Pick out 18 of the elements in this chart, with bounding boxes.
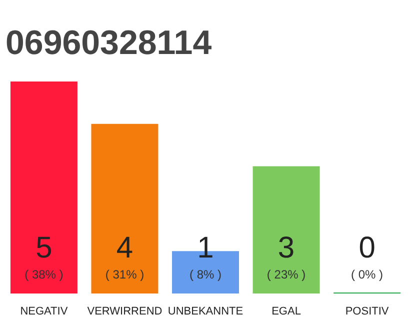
- annotation: ( 8% ): [190, 267, 222, 282]
- x-tick-label: NEGATIV: [20, 306, 68, 318]
- x-tick-label: UNBEKANNTE: [168, 306, 244, 318]
- chart-title: 06960328114: [6, 24, 212, 62]
- annotation: ( 23% ): [266, 267, 306, 282]
- x-tick-label: VERWIRREND: [87, 306, 162, 318]
- data-label: 3: [278, 231, 295, 264]
- data-label: 4: [116, 231, 134, 264]
- data-label: 5: [36, 231, 52, 264]
- bar: [252, 166, 320, 294]
- bar: [91, 124, 158, 294]
- x-tick-label: POSITIV: [345, 306, 390, 318]
- annotation: ( 38% ): [24, 267, 64, 282]
- bar: [10, 82, 78, 294]
- annotation: ( 31% ): [105, 267, 144, 282]
- x-tick-label: EGAL: [272, 306, 301, 318]
- data-label: 0: [358, 231, 376, 264]
- annotation: ( 0% ): [351, 267, 384, 282]
